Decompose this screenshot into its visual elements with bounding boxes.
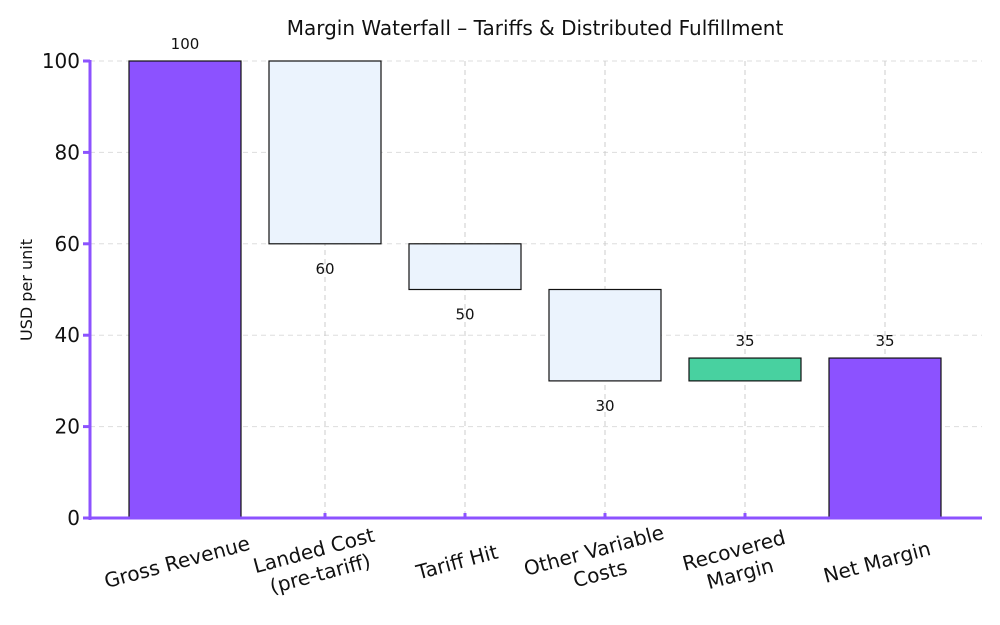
x-tick-label-line1: Tariff Hit: [413, 540, 501, 585]
y-tick-labels: 0 20 40 60 80 100: [42, 49, 80, 530]
data-label: 100: [171, 35, 200, 53]
x-tick-label: Gross Revenue: [102, 531, 253, 593]
chart-title: Margin Waterfall – Tariffs & Distributed…: [287, 16, 784, 40]
x-tick-label: Tariff Hit: [413, 540, 501, 585]
data-label: 50: [455, 306, 474, 324]
y-axis-label: USD per unit: [17, 239, 36, 341]
y-tick-label: 20: [55, 415, 80, 439]
bar-decrease: [268, 60, 382, 245]
data-label: 35: [735, 332, 754, 350]
x-tick-label-line1: Net Margin: [821, 536, 933, 588]
x-tick-label-line1: Gross Revenue: [102, 531, 253, 593]
y-tick-label: 0: [67, 506, 80, 530]
data-label: 60: [315, 260, 334, 278]
x-tick-label: Landed Cost(pre-tariff): [251, 523, 378, 599]
bar-increase: [688, 357, 802, 382]
y-tick-label: 100: [42, 49, 80, 73]
bar-decrease: [408, 243, 522, 291]
bar-total: [128, 60, 242, 519]
bars: [128, 60, 942, 519]
data-labels: 100 60 50 30 35 35: [171, 35, 895, 415]
axes: [83, 59, 982, 520]
data-label: 30: [595, 397, 614, 415]
bar-total: [828, 357, 942, 519]
y-tick-label: 60: [55, 232, 80, 256]
y-tick-label: 80: [55, 140, 80, 164]
y-tick-label: 40: [55, 323, 80, 347]
bar-decrease: [548, 288, 662, 382]
data-label: 35: [875, 332, 894, 350]
x-tick-label: Net Margin: [821, 536, 933, 588]
